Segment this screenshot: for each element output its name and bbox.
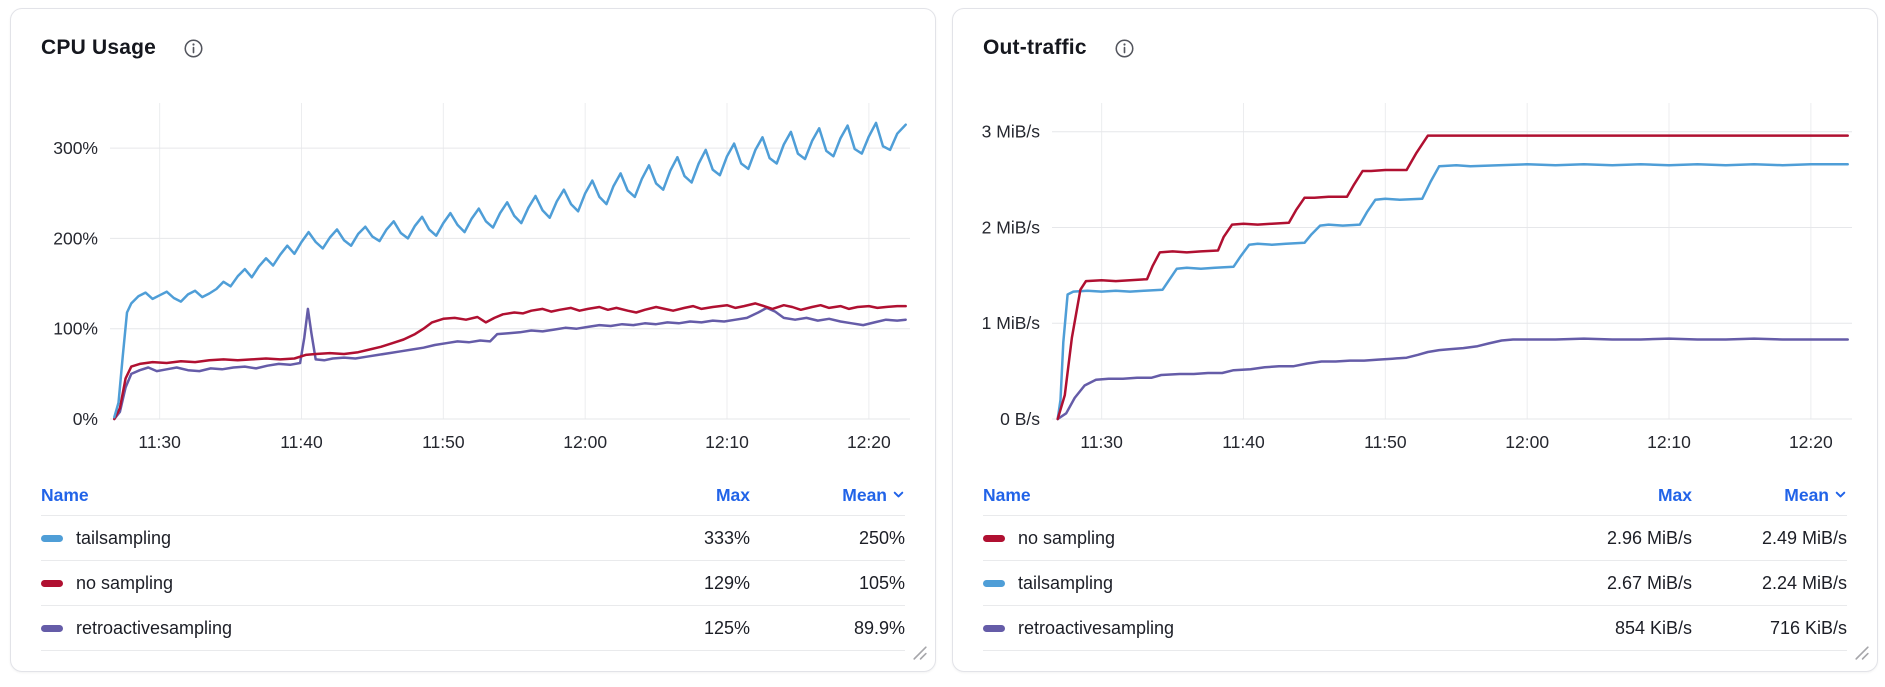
panel-title: Out-traffic	[983, 36, 1087, 59]
series-name: tailsampling	[76, 527, 172, 548]
x-axis-tick-label: 12:10	[1647, 432, 1691, 452]
x-axis-tick-label: 11:40	[1222, 432, 1265, 452]
legend-header-mean[interactable]: Mean	[1692, 485, 1847, 506]
series-name: no sampling	[76, 572, 174, 593]
x-axis-tick-label: 12:00	[563, 432, 607, 452]
series-line-tailsampling	[1056, 163, 1849, 421]
legend-rows: no sampling 2.96 MiB/s 2.49 MiB/s tailsampl…	[983, 515, 1847, 651]
y-axis-tick-label: 200%	[53, 228, 98, 248]
legend-header-mean[interactable]: Mean	[750, 485, 905, 506]
x-axis-tick-label: 11:50	[1364, 432, 1407, 452]
series-max-value: 125%	[703, 617, 750, 638]
series-mean-value: 105%	[858, 572, 905, 593]
x-axis-tick-label: 12:20	[1789, 432, 1833, 452]
y-axis-tick-label: 2 MiB/s	[982, 217, 1041, 237]
series-color-swatch	[41, 624, 63, 632]
x-axis-tick-label: 11:30	[138, 432, 181, 452]
series-line-no-sampling	[1056, 134, 1849, 421]
series-max-value: 129%	[703, 572, 750, 593]
series-mean-value: 250%	[858, 527, 905, 548]
cpu-usage-chart[interactable]: 11:30 11:40 11:50 12:00 12:10 12:20 0% 100% 200%…	[32, 89, 916, 469]
series-color-swatch	[983, 579, 1005, 587]
dashboard: CPU Usage 11:30 11:40 11:50 12:00 12:10 12:20…	[10, 8, 1878, 672]
panel-cpu-usage: CPU Usage 11:30 11:40 11:50 12:00 12:10 12:20…	[10, 8, 936, 672]
series-max-value: 2.67 MiB/s	[1606, 572, 1692, 593]
chevron-down-icon	[892, 485, 905, 506]
series-line-tailsampling	[113, 121, 907, 419]
legend-row-no-sampling[interactable]: no sampling 2.96 MiB/s 2.49 MiB/s	[983, 515, 1847, 560]
series-color-swatch	[983, 624, 1005, 632]
chevron-down-icon	[1834, 485, 1847, 506]
series-max-value: 2.96 MiB/s	[1606, 527, 1692, 548]
panel-header: Out-traffic	[953, 9, 1877, 63]
out-traffic-chart[interactable]: 11:30 11:40 11:50 12:00 12:10 12:20 0 B/s 1 MiB…	[974, 89, 1858, 469]
x-axis-tick-label: 12:10	[705, 432, 749, 452]
series-mean-value: 2.49 MiB/s	[1761, 527, 1847, 548]
series-mean-value: 2.24 MiB/s	[1761, 572, 1847, 593]
x-axis-tick-label: 11:50	[422, 432, 465, 452]
legend-row-no-sampling[interactable]: no sampling 129% 105%	[41, 560, 905, 605]
legend-row-tailsampling[interactable]: tailsampling 333% 250%	[41, 515, 905, 560]
legend-header-name[interactable]: Name	[41, 484, 89, 505]
y-axis-tick-label: 0 B/s	[1000, 409, 1040, 429]
panel-resize-handle[interactable]	[911, 644, 928, 666]
chart-area: 11:30 11:40 11:50 12:00 12:10 12:20 0% 100% 200%…	[11, 89, 935, 469]
panel-resize-handle[interactable]	[1853, 644, 1870, 666]
legend-rows: tailsampling 333% 250% no sampling 129% 105% r…	[41, 515, 905, 651]
series-name: no sampling	[1018, 527, 1116, 548]
info-icon[interactable]	[182, 37, 205, 60]
series-mean-value: 89.9%	[853, 617, 905, 638]
series-line-retroactivesampling	[1056, 337, 1849, 421]
series-line-retroactivesampling	[113, 306, 907, 421]
legend-table: Name Max Mean tailsampling 333% 250% no sam…	[41, 475, 905, 651]
series-name: retroactivesampling	[76, 617, 233, 638]
panel-out-traffic: Out-traffic 11:30 11:40 11:50 12:00 12:10 12:…	[952, 8, 1878, 672]
legend-row-tailsampling[interactable]: tailsampling 2.67 MiB/s 2.24 MiB/s	[983, 560, 1847, 605]
x-axis-tick-label: 12:20	[847, 432, 891, 452]
series-max-value: 333%	[703, 527, 750, 548]
series-color-swatch	[41, 579, 63, 587]
legend-header-row: Name Max Mean	[983, 475, 1847, 515]
x-axis-tick-label: 11:40	[280, 432, 323, 452]
series-max-value: 854 KiB/s	[1614, 617, 1692, 638]
y-axis-tick-label: 0%	[73, 409, 98, 429]
chart-area: 11:30 11:40 11:50 12:00 12:10 12:20 0 B/s 1 MiB…	[953, 89, 1877, 469]
legend-header-max[interactable]: Max	[1657, 484, 1692, 505]
x-axis-tick-label: 11:30	[1080, 432, 1123, 452]
legend-row-retroactivesampling[interactable]: retroactivesampling 125% 89.9%	[41, 605, 905, 651]
x-axis-tick-label: 12:00	[1505, 432, 1549, 452]
legend-header-mean-label: Mean	[1784, 484, 1829, 505]
y-axis-tick-label: 100%	[53, 319, 98, 339]
y-axis-tick-label: 3 MiB/s	[982, 122, 1041, 142]
legend-row-retroactivesampling[interactable]: retroactivesampling 854 KiB/s 716 KiB/s	[983, 605, 1847, 651]
series-name: tailsampling	[1018, 572, 1114, 593]
series-line-no-sampling	[113, 302, 907, 421]
info-icon[interactable]	[1113, 37, 1136, 60]
series-name: retroactivesampling	[1018, 617, 1175, 638]
panel-title: CPU Usage	[41, 36, 157, 59]
legend-table: Name Max Mean no sampling 2.96 MiB/s 2.49 …	[983, 475, 1847, 651]
series-mean-value: 716 KiB/s	[1769, 617, 1847, 638]
legend-header-name[interactable]: Name	[983, 484, 1031, 505]
panel-header: CPU Usage	[11, 9, 935, 63]
legend-header-max[interactable]: Max	[715, 484, 750, 505]
legend-header-mean-label: Mean	[842, 484, 887, 505]
legend-header-row: Name Max Mean	[41, 475, 905, 515]
series-color-swatch	[41, 534, 63, 542]
y-axis-tick-label: 1 MiB/s	[982, 313, 1041, 333]
series-color-swatch	[983, 534, 1005, 542]
y-axis-tick-label: 300%	[53, 138, 98, 158]
